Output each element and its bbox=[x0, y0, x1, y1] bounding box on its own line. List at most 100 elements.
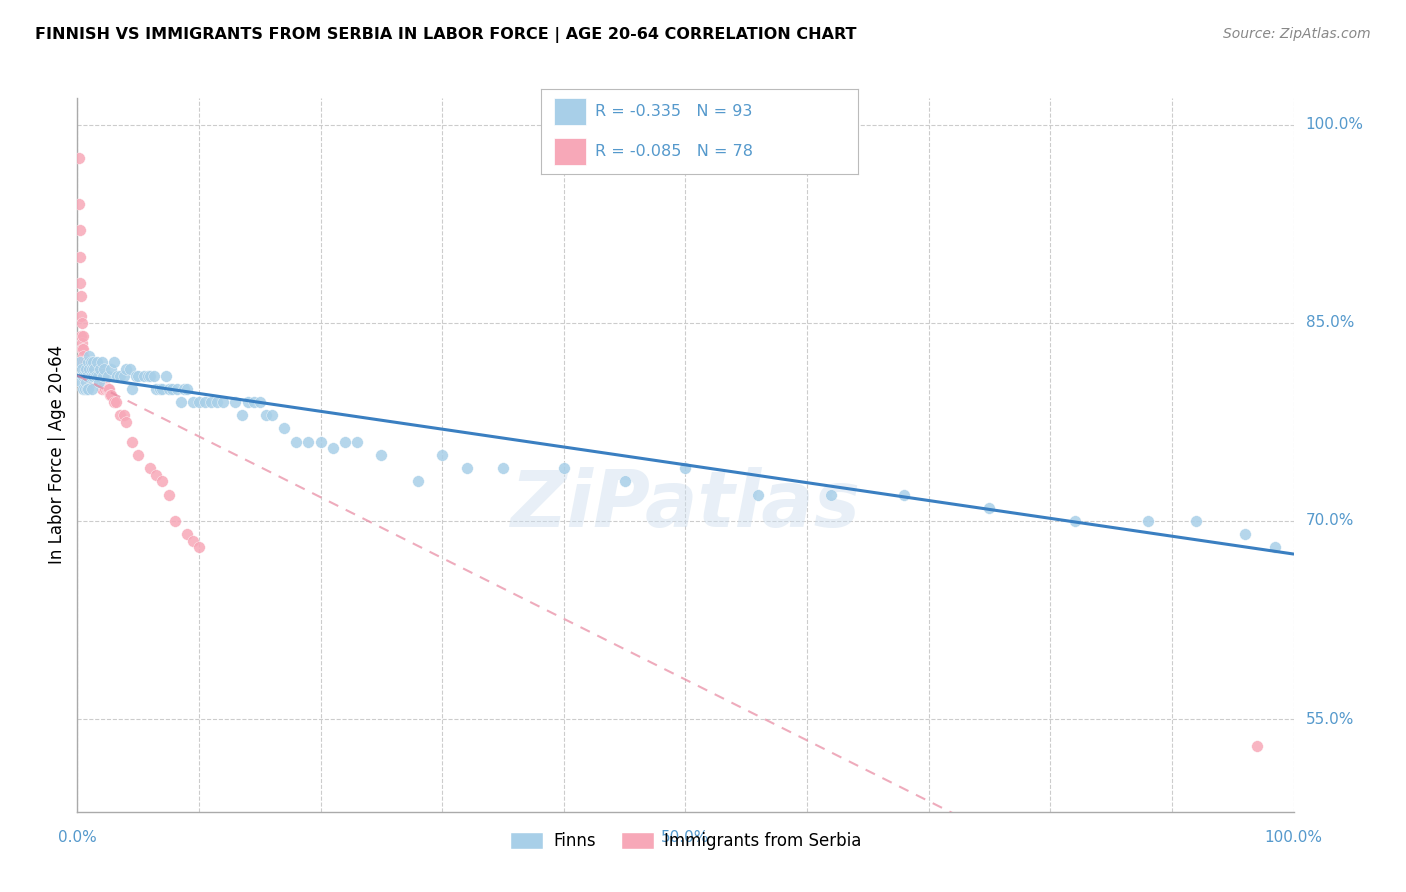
Point bbox=[260, 409, 283, 423]
Point bbox=[79, 368, 101, 383]
Point bbox=[91, 368, 114, 383]
Point bbox=[297, 434, 319, 449]
Point bbox=[94, 382, 117, 396]
Point bbox=[70, 329, 93, 343]
Point bbox=[149, 382, 172, 396]
Point bbox=[115, 415, 138, 429]
Point bbox=[90, 382, 112, 396]
Point bbox=[93, 362, 115, 376]
Point bbox=[76, 382, 98, 396]
Point bbox=[108, 368, 131, 383]
Point bbox=[76, 362, 98, 376]
Point bbox=[456, 461, 478, 475]
Point bbox=[76, 362, 98, 376]
Point bbox=[121, 382, 143, 396]
Point bbox=[194, 395, 217, 409]
Point bbox=[79, 362, 101, 376]
Point bbox=[70, 289, 93, 303]
Point bbox=[80, 368, 103, 383]
Point bbox=[675, 461, 697, 475]
Text: Source: ZipAtlas.com: Source: ZipAtlas.com bbox=[1223, 27, 1371, 41]
Point bbox=[80, 382, 103, 396]
Point bbox=[80, 376, 103, 390]
Point bbox=[747, 487, 769, 501]
Point bbox=[118, 362, 141, 376]
Text: 85.0%: 85.0% bbox=[1306, 315, 1354, 330]
Point bbox=[80, 362, 103, 376]
Point bbox=[75, 362, 97, 376]
Point bbox=[75, 355, 97, 369]
Point bbox=[254, 409, 277, 423]
Point bbox=[75, 376, 97, 390]
Point bbox=[82, 368, 104, 383]
Point bbox=[115, 362, 138, 376]
Point bbox=[69, 355, 91, 369]
Point bbox=[152, 382, 174, 396]
Point bbox=[72, 349, 94, 363]
Point bbox=[181, 533, 204, 548]
Point bbox=[70, 376, 93, 390]
Text: 100.0%: 100.0% bbox=[1306, 117, 1364, 132]
Point bbox=[157, 487, 180, 501]
Point bbox=[1185, 514, 1208, 528]
Point bbox=[77, 368, 100, 383]
Point bbox=[73, 355, 96, 369]
Point bbox=[79, 362, 101, 376]
Point bbox=[893, 487, 915, 501]
Point bbox=[91, 368, 114, 383]
Point bbox=[69, 276, 91, 290]
Point bbox=[75, 355, 97, 369]
Text: 50.0%: 50.0% bbox=[661, 830, 710, 845]
Point bbox=[79, 368, 101, 383]
Point bbox=[97, 382, 120, 396]
Point bbox=[69, 250, 91, 264]
Point bbox=[72, 329, 94, 343]
Point bbox=[70, 309, 93, 323]
FancyBboxPatch shape bbox=[554, 138, 586, 165]
Point bbox=[231, 409, 253, 423]
Point bbox=[212, 395, 235, 409]
Point bbox=[84, 362, 107, 376]
Point bbox=[322, 442, 344, 456]
Point bbox=[89, 368, 111, 383]
Point bbox=[77, 355, 100, 369]
Point bbox=[70, 342, 93, 356]
Point bbox=[89, 362, 111, 376]
Point bbox=[1264, 541, 1286, 555]
Text: 100.0%: 100.0% bbox=[1264, 830, 1323, 845]
Point bbox=[67, 197, 90, 211]
Text: R = -0.335   N = 93: R = -0.335 N = 93 bbox=[595, 103, 752, 119]
Point bbox=[72, 342, 94, 356]
Point bbox=[273, 421, 295, 435]
Point bbox=[73, 368, 96, 383]
Point bbox=[136, 368, 159, 383]
Point bbox=[73, 382, 96, 396]
Point bbox=[89, 376, 111, 390]
Point bbox=[70, 335, 93, 350]
Point bbox=[125, 368, 148, 383]
Point bbox=[236, 395, 259, 409]
FancyBboxPatch shape bbox=[554, 98, 586, 125]
Point bbox=[87, 368, 110, 383]
Point bbox=[89, 362, 111, 376]
Point bbox=[285, 434, 308, 449]
Point bbox=[1063, 514, 1085, 528]
Point bbox=[105, 395, 128, 409]
Point bbox=[112, 368, 135, 383]
Point bbox=[79, 349, 101, 363]
Point bbox=[1136, 514, 1159, 528]
Point bbox=[188, 395, 211, 409]
Point bbox=[87, 362, 110, 376]
Point bbox=[80, 368, 103, 383]
Point bbox=[89, 362, 111, 376]
Point bbox=[72, 382, 94, 396]
Point bbox=[89, 362, 111, 376]
Point bbox=[155, 368, 177, 383]
Text: FINNISH VS IMMIGRANTS FROM SERBIA IN LABOR FORCE | AGE 20-64 CORRELATION CHART: FINNISH VS IMMIGRANTS FROM SERBIA IN LAB… bbox=[35, 27, 856, 43]
Point bbox=[139, 368, 162, 383]
Point bbox=[75, 368, 97, 383]
Point bbox=[86, 362, 108, 376]
Point bbox=[176, 382, 198, 396]
Point bbox=[333, 434, 356, 449]
Point bbox=[84, 368, 107, 383]
